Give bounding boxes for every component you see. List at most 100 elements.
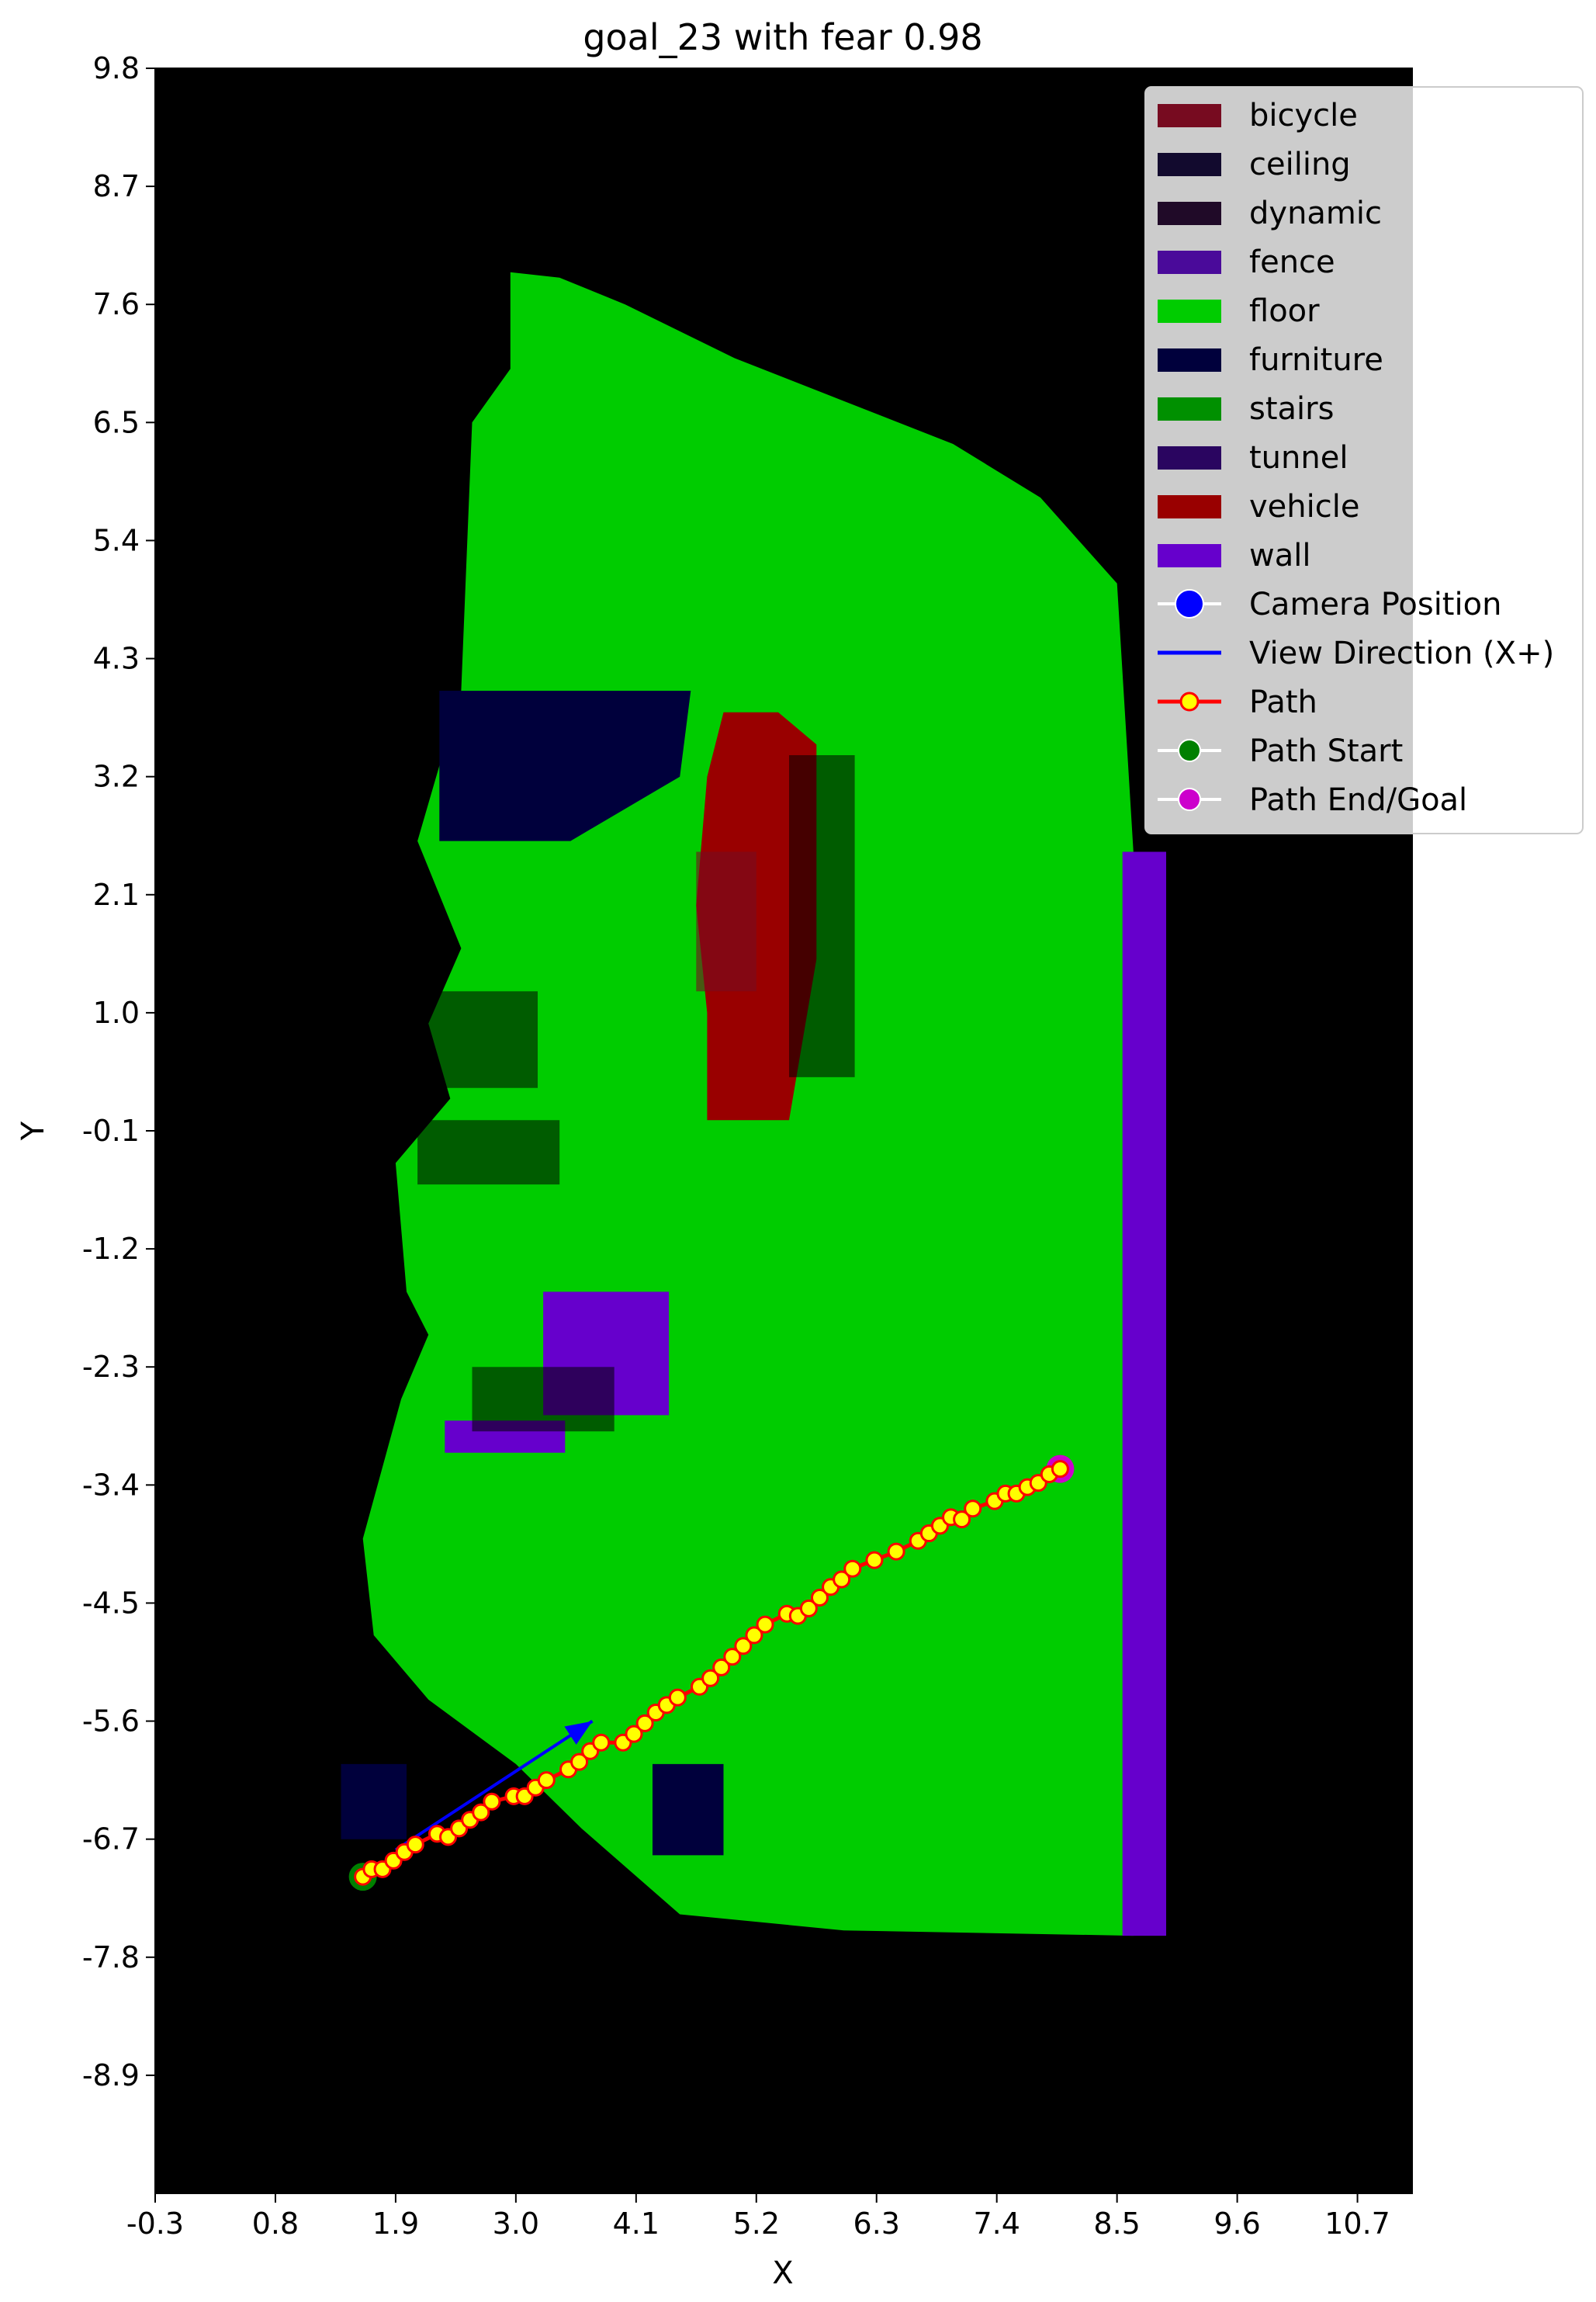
path-point-21 xyxy=(625,1725,643,1743)
path-point-11 xyxy=(483,1792,501,1811)
x-tick-label: 0.8 xyxy=(252,2207,299,2241)
path-point-54 xyxy=(1051,1460,1069,1479)
legend-label: stairs xyxy=(1249,391,1334,427)
x-axis-label: X xyxy=(772,2255,793,2291)
legend-label: tunnel xyxy=(1249,440,1348,476)
legend-label: fence xyxy=(1249,244,1335,280)
y-tick-label: -3.4 xyxy=(82,1468,140,1502)
furniture-region-0 xyxy=(439,691,691,841)
x-tick-label: 4.1 xyxy=(613,2207,660,2241)
path-point-5 xyxy=(406,1836,424,1854)
y-tick-label: -5.6 xyxy=(82,1704,140,1739)
legend-label: wall xyxy=(1249,538,1310,574)
path-point-19 xyxy=(592,1733,611,1752)
path-point-15 xyxy=(537,1771,556,1790)
legend-label: furniture xyxy=(1249,342,1383,378)
path-point-39 xyxy=(843,1559,862,1578)
y-tick-label: -1.2 xyxy=(82,1232,140,1266)
legend-swatch-bicycle xyxy=(1158,104,1221,127)
legend-swatch-tunnel xyxy=(1158,446,1221,470)
y-tick-label: 9.8 xyxy=(93,51,140,85)
vehicle-region xyxy=(696,712,817,1121)
furniture-region-2 xyxy=(653,1763,724,1856)
x-tick-label: 1.9 xyxy=(372,2207,419,2241)
path-layer xyxy=(348,1454,1075,1891)
y-tick-label: -0.1 xyxy=(82,1114,140,1148)
legend-swatch-dynamic xyxy=(1158,202,1221,225)
legend-label: Path End/Goal xyxy=(1249,782,1467,818)
legend-label: bicycle xyxy=(1249,98,1358,133)
unmapped-region-0 xyxy=(789,755,855,1077)
x-tick-label: 10.7 xyxy=(1324,2207,1390,2241)
view-direction-line xyxy=(394,1719,594,1852)
wall-region-0 xyxy=(1122,851,1166,1936)
legend-label: Path Start xyxy=(1249,733,1403,769)
y-tick-label: 1.0 xyxy=(93,996,140,1030)
y-tick-label: 7.6 xyxy=(93,287,140,321)
unmapped-region-3 xyxy=(472,1367,615,1432)
path-point-41 xyxy=(887,1542,905,1561)
y-tick-label: 3.2 xyxy=(93,760,140,794)
path-point-40 xyxy=(865,1551,884,1569)
unmapped-region-1 xyxy=(428,991,538,1088)
legend-label: Path xyxy=(1249,685,1317,720)
path-point-35 xyxy=(799,1599,818,1617)
x-tick-label: 3.0 xyxy=(493,2207,539,2241)
y-tick-label: -8.9 xyxy=(82,2058,140,2092)
legend-marker xyxy=(1178,739,1201,762)
legend-marker xyxy=(1178,788,1201,811)
x-tick-label: 9.6 xyxy=(1213,2207,1260,2241)
y-tick-label: -4.5 xyxy=(82,1586,140,1620)
path-point-36 xyxy=(810,1589,829,1607)
legend-label: floor xyxy=(1249,293,1320,329)
y-tick-label: -6.7 xyxy=(82,1822,140,1857)
legend-swatch-ceiling xyxy=(1158,153,1221,176)
legend-swatch-vehicle xyxy=(1158,495,1221,518)
camera-layer xyxy=(394,1719,594,1852)
y-tick-label: 5.4 xyxy=(93,523,140,557)
path-point-30 xyxy=(734,1637,753,1655)
view-direction-arrowhead xyxy=(564,1721,593,1745)
x-tick-label: 6.3 xyxy=(853,2207,900,2241)
unmapped-region-2 xyxy=(417,1120,560,1185)
y-tick-label: 4.3 xyxy=(93,642,140,676)
path-point-29 xyxy=(723,1648,742,1666)
y-tick-label: -2.3 xyxy=(82,1350,140,1384)
chart-title: goal_23 with fear 0.98 xyxy=(583,16,982,58)
furniture-region-1 xyxy=(341,1763,407,1839)
legend: bicycle ceiling dynamic fence floor furniture… xyxy=(1144,86,1584,834)
y-tick-label: -7.8 xyxy=(82,1940,140,1974)
x-tick-label: -0.3 xyxy=(126,2207,184,2241)
path-point-47 xyxy=(964,1499,982,1518)
path-point-32 xyxy=(756,1615,774,1634)
legend-swatch-wall xyxy=(1158,544,1221,567)
legend-label: View Direction (X+) xyxy=(1249,636,1554,671)
legend-swatch-fence xyxy=(1158,251,1221,274)
legend-marker xyxy=(1175,589,1204,619)
path-point-46 xyxy=(953,1510,971,1529)
y-axis-ticks: 9.8 8.7 7.6 6.5 5.4 4.3 3.2 2.1 1.0 -0.1 -1.2 -2.3 -… xyxy=(82,51,155,2092)
x-tick-label: 8.5 xyxy=(1093,2207,1140,2241)
y-tick-label: 6.5 xyxy=(93,405,140,439)
path-point-28 xyxy=(712,1658,731,1676)
legend-swatch-stairs xyxy=(1158,397,1221,421)
y-tick-label: 2.1 xyxy=(93,878,140,912)
legend-label: vehicle xyxy=(1249,489,1359,525)
path-point-10 xyxy=(472,1803,490,1822)
legend-label: ceiling xyxy=(1249,147,1351,182)
legend-label: Camera Position xyxy=(1249,587,1501,622)
path-point-31 xyxy=(745,1626,763,1645)
y-axis-label: Y xyxy=(16,1121,51,1141)
path-point-38 xyxy=(833,1570,851,1589)
x-axis-ticks: -0.3 0.8 1.9 3.0 4.1 5.2 6.3 7.4 8.5 9.6 10.7 xyxy=(126,2193,1390,2241)
bicycle-region xyxy=(696,851,756,992)
x-tick-label: 5.2 xyxy=(733,2207,780,2241)
path-point-25 xyxy=(668,1688,687,1707)
y-tick-label: 8.7 xyxy=(93,169,140,203)
x-tick-label: 7.4 xyxy=(973,2207,1020,2241)
legend-swatch-furniture xyxy=(1158,348,1221,372)
legend-box xyxy=(1144,86,1584,834)
legend-swatch-floor xyxy=(1158,300,1221,323)
legend-path-marker xyxy=(1179,692,1200,712)
